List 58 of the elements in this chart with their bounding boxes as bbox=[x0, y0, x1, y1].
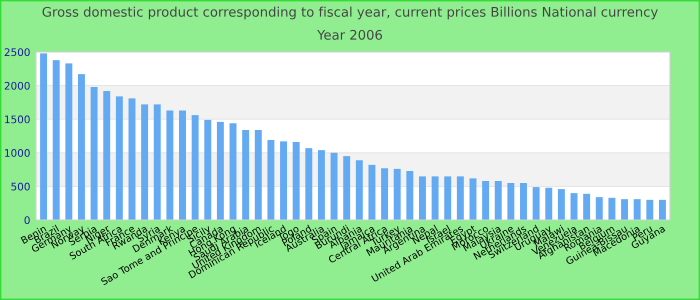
y-tick-label: 0 bbox=[24, 216, 30, 224]
bar bbox=[406, 170, 414, 220]
y-tick-label: 500 bbox=[11, 182, 30, 191]
bar bbox=[658, 200, 666, 220]
bar bbox=[634, 199, 641, 220]
bar bbox=[254, 130, 262, 220]
y-tick-label: 1000 bbox=[5, 149, 30, 157]
bar bbox=[558, 189, 565, 220]
bar bbox=[292, 142, 300, 220]
bar bbox=[230, 123, 236, 220]
bar bbox=[216, 122, 224, 220]
chart-title: Gross domestic product corresponding to fiscal year, current prices Billions National currency bbox=[42, 6, 658, 20]
bar bbox=[532, 187, 540, 220]
bar bbox=[343, 156, 350, 220]
bar bbox=[154, 104, 161, 220]
bar bbox=[305, 148, 312, 220]
bar bbox=[65, 63, 72, 220]
bar bbox=[494, 181, 502, 220]
bar bbox=[394, 168, 401, 220]
bar bbox=[470, 178, 476, 220]
bar bbox=[608, 198, 616, 220]
bar bbox=[418, 176, 426, 220]
bar bbox=[204, 120, 212, 220]
bar bbox=[90, 86, 98, 220]
bar bbox=[242, 130, 250, 220]
bar bbox=[166, 110, 174, 220]
bar bbox=[330, 152, 338, 220]
bar bbox=[381, 168, 388, 220]
bar bbox=[646, 200, 654, 220]
bar bbox=[621, 199, 628, 220]
bar bbox=[52, 60, 60, 220]
bar bbox=[179, 110, 186, 220]
bar bbox=[545, 188, 552, 220]
y-tick-label: 2000 bbox=[4, 82, 30, 90]
bar bbox=[267, 140, 274, 220]
bar bbox=[116, 96, 123, 220]
bar bbox=[583, 194, 590, 220]
bar bbox=[482, 181, 490, 220]
y-tick-label: 2500 bbox=[4, 48, 30, 56]
chart-subtitle: Year 2006 bbox=[317, 30, 382, 40]
bar bbox=[596, 197, 603, 220]
bar bbox=[456, 176, 464, 220]
y-tick-label: 1500 bbox=[5, 115, 30, 124]
bar bbox=[356, 160, 363, 220]
bar bbox=[507, 183, 514, 220]
bar bbox=[318, 150, 325, 220]
bar bbox=[520, 183, 527, 220]
bar bbox=[570, 193, 578, 220]
bar bbox=[103, 90, 110, 220]
bar bbox=[444, 176, 452, 220]
bar bbox=[368, 164, 376, 220]
bar bbox=[141, 104, 148, 220]
bar bbox=[78, 74, 85, 220]
bar bbox=[40, 53, 48, 220]
bar bbox=[280, 141, 288, 220]
bar bbox=[432, 176, 439, 220]
bar bbox=[128, 98, 136, 220]
bar bbox=[192, 115, 199, 220]
